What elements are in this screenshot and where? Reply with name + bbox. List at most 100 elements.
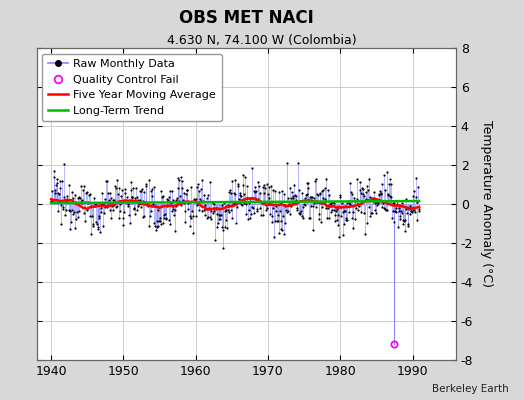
Point: [78, 200, 86, 206]
Point: [125, 212, 134, 218]
Point: [201, 201, 210, 208]
Point: [138, 185, 146, 192]
Point: [311, 178, 319, 185]
Point: [88, 231, 96, 238]
Point: [148, 193, 156, 199]
Point: [181, 219, 190, 226]
Point: [305, 214, 313, 221]
Point: [270, 218, 279, 224]
Point: [234, 182, 243, 189]
Point: [198, 208, 206, 214]
Point: [385, 181, 393, 187]
Point: [58, 178, 66, 184]
Point: [378, 204, 386, 210]
Point: [204, 192, 213, 199]
Point: [354, 202, 363, 208]
Point: [203, 214, 212, 221]
Point: [146, 187, 155, 194]
Point: [347, 189, 355, 195]
Point: [360, 210, 368, 216]
Point: [106, 195, 115, 201]
Point: [170, 207, 179, 214]
Point: [314, 192, 322, 198]
Point: [141, 199, 149, 205]
Point: [57, 202, 66, 208]
Point: [153, 224, 161, 230]
Point: [259, 190, 268, 196]
Point: [330, 206, 339, 213]
Point: [170, 212, 178, 219]
Point: [294, 160, 302, 166]
Point: [258, 212, 267, 218]
Point: [213, 224, 222, 230]
Title: OBS MET NACI: OBS MET NACI: [179, 9, 314, 27]
Point: [302, 191, 311, 198]
Point: [175, 176, 183, 183]
Point: [98, 190, 106, 196]
Point: [129, 185, 137, 191]
Point: [166, 188, 174, 194]
Point: [162, 215, 170, 222]
Point: [265, 184, 274, 190]
Point: [136, 188, 145, 194]
Point: [324, 187, 332, 193]
Point: [383, 207, 391, 214]
Point: [172, 197, 180, 203]
Point: [290, 182, 299, 188]
Point: [375, 192, 383, 198]
Point: [356, 209, 365, 216]
Point: [254, 179, 262, 185]
Point: [231, 177, 239, 184]
Point: [163, 202, 171, 209]
Point: [260, 182, 268, 188]
Point: [202, 206, 210, 212]
Point: [323, 205, 332, 211]
Point: [149, 184, 158, 190]
Point: [299, 204, 308, 210]
Point: [74, 195, 82, 201]
Point: [133, 194, 141, 200]
Point: [85, 192, 93, 198]
Point: [145, 223, 153, 229]
Point: [396, 216, 404, 222]
Point: [323, 214, 331, 221]
Point: [321, 185, 330, 191]
Point: [388, 200, 397, 206]
Point: [139, 214, 147, 220]
Point: [144, 200, 152, 207]
Point: [336, 204, 345, 210]
Point: [130, 195, 139, 201]
Point: [257, 212, 266, 218]
Point: [269, 205, 278, 211]
Point: [309, 227, 318, 234]
Point: [396, 213, 405, 219]
Point: [220, 200, 228, 206]
Point: [121, 190, 129, 196]
Point: [245, 200, 253, 206]
Point: [366, 194, 375, 200]
Point: [195, 188, 203, 194]
Point: [289, 195, 298, 201]
Point: [371, 207, 379, 213]
Point: [277, 226, 286, 233]
Point: [81, 199, 90, 205]
Point: [75, 208, 84, 214]
Point: [379, 204, 388, 211]
Point: [254, 196, 263, 202]
Point: [178, 185, 186, 191]
Point: [286, 210, 294, 217]
Point: [146, 213, 154, 219]
Point: [110, 202, 118, 208]
Point: [291, 193, 300, 200]
Point: [365, 204, 373, 210]
Point: [155, 218, 163, 225]
Point: [320, 199, 328, 206]
Point: [301, 195, 310, 201]
Point: [195, 196, 204, 202]
Point: [184, 200, 192, 206]
Point: [53, 208, 62, 214]
Point: [194, 181, 202, 188]
Point: [412, 199, 421, 205]
Point: [205, 204, 213, 211]
Point: [253, 208, 261, 214]
